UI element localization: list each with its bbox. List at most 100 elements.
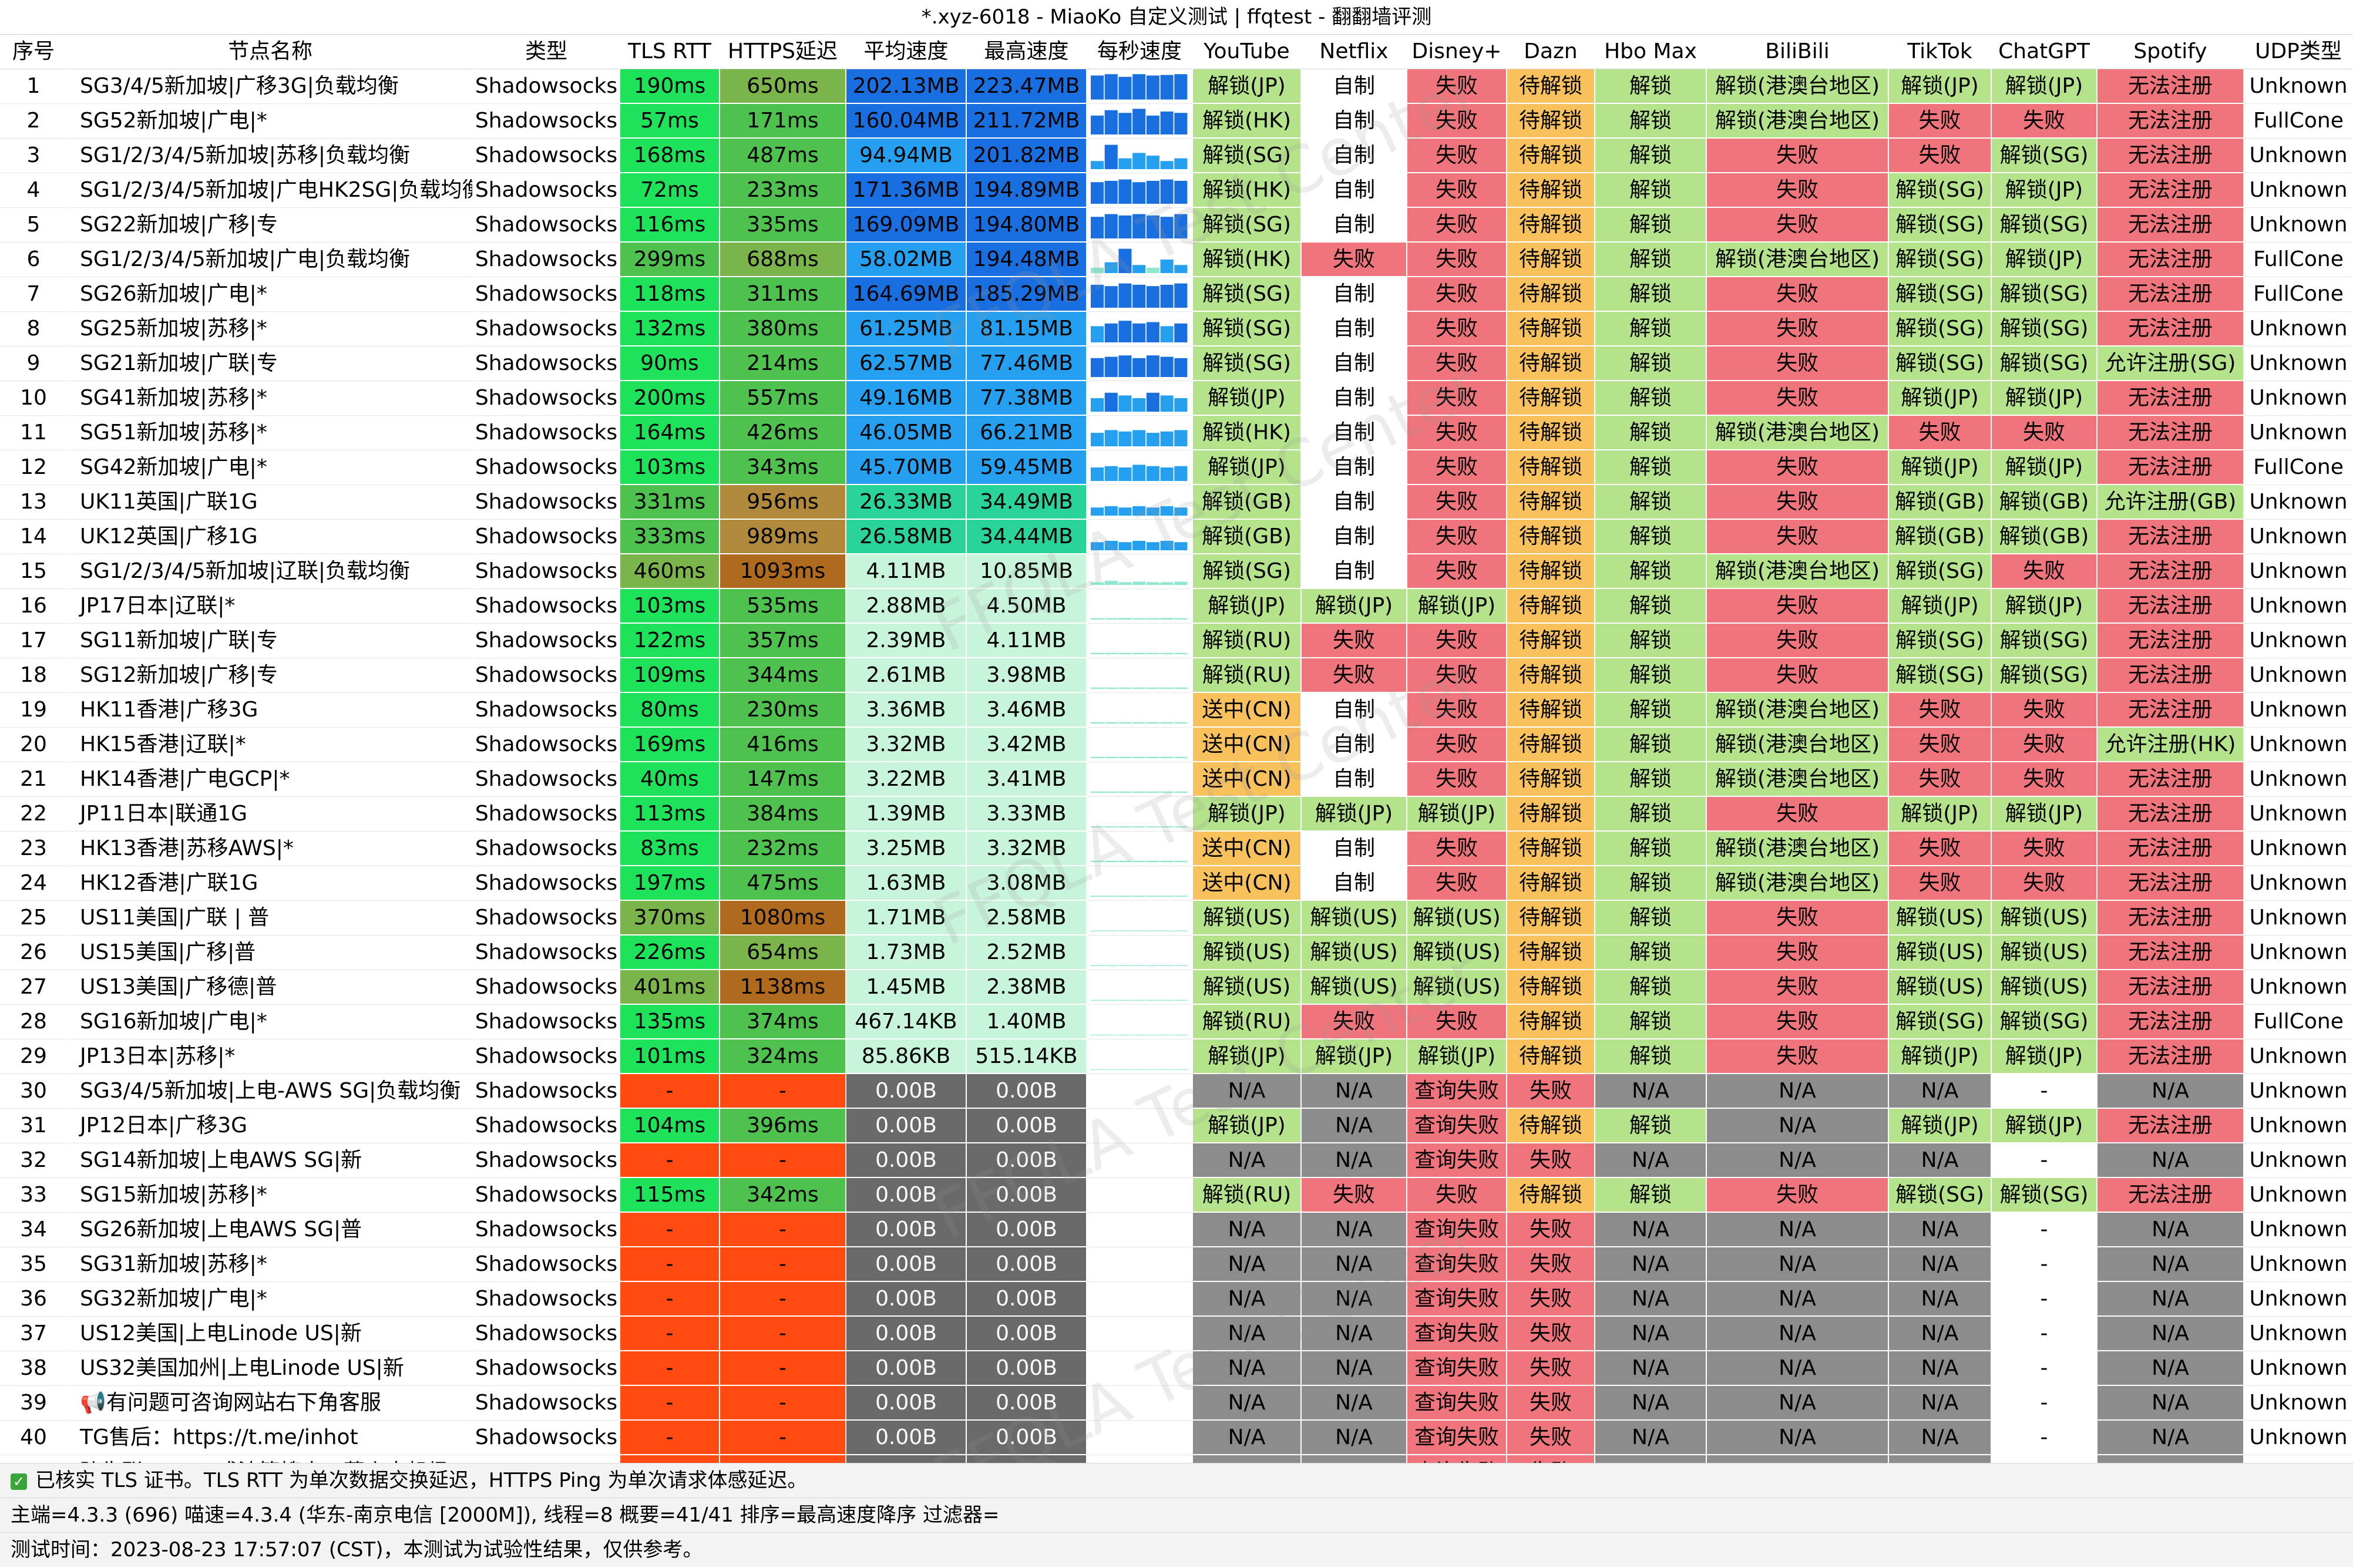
table-row[interactable]: 14 UK12英国|广移1G Shadowsocks 333ms 989ms 26.58M…: [0, 519, 2353, 554]
table-row[interactable]: 10 SG41新加坡|苏移|* Shadowsocks 200ms 557ms 49.16…: [0, 381, 2353, 416]
table-row[interactable]: 40 TG售后：https://t.me/inhot Shadowsocks - -0.…: [0, 1420, 2353, 1455]
column-header[interactable]: HTTPS延迟: [720, 35, 846, 69]
sparkline-bar: [1160, 506, 1174, 516]
table-row[interactable]: 39 📢有问题可咨询网站右下角客服 Shadowsocks - -0.00B 0.00B N…: [0, 1385, 2353, 1421]
cell-disney: 查询失败: [1407, 1247, 1507, 1282]
cell-tls: -: [620, 1385, 720, 1421]
cell-max: 0.00B: [966, 1281, 1087, 1317]
column-header[interactable]: TikTok: [1888, 35, 1992, 69]
cell-chatgpt: 失败: [1991, 727, 2097, 762]
table-row[interactable]: 28 SG16新加坡|广电|* Shadowsocks 135ms 374ms 467.1…: [0, 1004, 2353, 1039]
table-row[interactable]: 5 SG22新加坡|广移|专 Shadowsocks 116ms 335ms 169.09…: [0, 207, 2353, 243]
cell-youtube: 解锁(JP): [1192, 588, 1302, 624]
speed-sparkline: [1087, 1108, 1193, 1143]
cell-name: SG52新加坡|广电|*: [68, 103, 473, 139]
table-row[interactable]: 32 SG14新加坡|上电AWS SG|新 Shadowsocks - -0.00B 0.…: [0, 1143, 2353, 1178]
table-row[interactable]: 25 US11美国|广联 | 普 Shadowsocks 370ms 1080ms 1.7…: [0, 900, 2353, 936]
table-row[interactable]: 21 HK14香港|广电GCP|* Shadowsocks 40ms 147ms 3.22…: [0, 762, 2353, 797]
cell-udp: Unknown: [2244, 1143, 2353, 1178]
cell-name: HK12香港|广联1G: [68, 866, 473, 901]
table-row[interactable]: 19 HK11香港|广移3G Shadowsocks 80ms 230ms 3.36MB 3…: [0, 692, 2353, 728]
table-row[interactable]: 3 SG1/2/3/4/5新加坡|苏移|负载均衡 Shadowsocks 168ms 4…: [0, 138, 2353, 173]
column-header[interactable]: Spotify: [2097, 35, 2244, 69]
cell-tiktok: 失败: [1888, 762, 1992, 797]
cell-max: 3.98MB: [966, 658, 1087, 693]
sparkline-bar: [1174, 398, 1188, 412]
table-row[interactable]: 34 SG26新加坡|上电AWS SG|普 Shadowsocks - -0.00B 0.…: [0, 1212, 2353, 1247]
sparkline-bar: [1160, 395, 1174, 412]
cell-dazn: 失败: [1507, 1316, 1595, 1351]
cell-udp: FullCone: [2244, 242, 2353, 277]
cell-dazn: 待解锁: [1507, 970, 1595, 1005]
cell-tls: -: [620, 1143, 720, 1178]
column-header[interactable]: UDP类型: [2244, 35, 2353, 69]
table-row[interactable]: 33 SG15新加坡|苏移|* Shadowsocks 115ms 342ms 0.00B…: [0, 1177, 2353, 1213]
table-row[interactable]: 6 SG1/2/3/4/5新加坡|广电|负载均衡 Shadowsocks 299ms 6…: [0, 242, 2353, 277]
column-header[interactable]: TLS RTT: [620, 35, 720, 69]
table-row[interactable]: 18 SG12新加坡|广移|专 Shadowsocks 109ms 344ms 2.61M…: [0, 658, 2353, 693]
column-header[interactable]: 平均速度: [846, 35, 967, 69]
table-row[interactable]: 17 SG11新加坡|广联|专 Shadowsocks 122ms 357ms 2.39M…: [0, 623, 2353, 658]
table-row[interactable]: 1 SG3/4/5新加坡|广移3G|负载均衡 Shadowsocks 190ms 650…: [0, 69, 2353, 104]
table-row[interactable]: 20 HK15香港|辽联|* Shadowsocks 169ms 416ms 3.32MB…: [0, 727, 2353, 762]
table-row[interactable]: 35 SG31新加坡|苏移|* Shadowsocks - -0.00B 0.00B N/A…: [0, 1247, 2353, 1282]
table-row[interactable]: 27 US13美国|广移德|普 Shadowsocks 401ms 1138ms 1.45…: [0, 970, 2353, 1005]
cell-tls: 116ms: [620, 207, 720, 243]
cell-max: 66.21MB: [966, 415, 1087, 450]
cell-type: Shadowsocks: [473, 311, 620, 346]
table-row[interactable]: 38 US32美国加州|上电Linode US|新 Shadowsocks - -0.0…: [0, 1351, 2353, 1386]
cell-max: 223.47MB: [966, 69, 1087, 104]
table-row[interactable]: 24 HK12香港|广联1G Shadowsocks 197ms 475ms 1.63MB…: [0, 866, 2353, 901]
cell-udp: FullCone: [2244, 103, 2353, 139]
table-row[interactable]: 11 SG51新加坡|苏移|* Shadowsocks 164ms 426ms 46.05…: [0, 415, 2353, 450]
cell-spotify: 允许注册(SG): [2097, 346, 2244, 381]
cell-netflix: 自制: [1301, 138, 1407, 173]
speed-sparkline: [1087, 242, 1193, 277]
table-row[interactable]: 4 SG1/2/3/4/5新加坡|广电HK2SG|负载均衡 Shadowsocks 7…: [0, 173, 2353, 208]
table-row[interactable]: 26 US15美国|广移|普 Shadowsocks 226ms 654ms 1.73MB…: [0, 935, 2353, 970]
column-header[interactable]: 类型: [473, 35, 620, 69]
table-row[interactable]: 22 JP11日本|联通1G Shadowsocks 113ms 384ms 1.39MB…: [0, 796, 2353, 832]
table-row[interactable]: 12 SG42新加坡|广电|* Shadowsocks 103ms 343ms 45.70…: [0, 450, 2353, 485]
table-row[interactable]: 9 SG21新加坡|广联|专 Shadowsocks 90ms 214ms 62.57MB…: [0, 346, 2353, 381]
table-row[interactable]: 8 SG25新加坡|苏移|* Shadowsocks 132ms 380ms 61.25M…: [0, 311, 2353, 346]
cell-tiktok: 解锁(SG): [1888, 242, 1992, 277]
sparkline-bar: [1174, 895, 1188, 897]
column-header[interactable]: YouTube: [1192, 35, 1302, 69]
table-row[interactable]: 30 SG3/4/5新加坡|上电-AWS SG|负载均衡 Shadowsocks - -…: [0, 1074, 2353, 1109]
column-header[interactable]: Disney+: [1407, 35, 1507, 69]
column-header[interactable]: 每秒速度: [1087, 35, 1193, 69]
table-row[interactable]: 23 HK13香港|苏移AWS|* Shadowsocks 83ms 232ms 3.25…: [0, 831, 2353, 866]
cell-bili: 失败: [1706, 207, 1889, 243]
column-header[interactable]: 序号: [0, 35, 68, 69]
table-row[interactable]: 16 JP17日本|辽联|* Shadowsocks 103ms 535ms 2.88MB…: [0, 588, 2353, 624]
sparkline-bar: [1104, 687, 1118, 689]
cell-chatgpt: 解锁(GB): [1991, 484, 2097, 520]
table-row[interactable]: 2 SG52新加坡|广电|* Shadowsocks 57ms 171ms 160.04M…: [0, 103, 2353, 139]
table-row[interactable]: 31 JP12日本|广移3G Shadowsocks 104ms 396ms 0.00B 0…: [0, 1108, 2353, 1143]
cell-type: Shadowsocks: [473, 935, 620, 970]
column-header[interactable]: Dazn: [1507, 35, 1595, 69]
column-header[interactable]: 节点名称: [68, 35, 473, 69]
column-header[interactable]: 最高速度: [966, 35, 1087, 69]
column-header[interactable]: ChatGPT: [1991, 35, 2097, 69]
cell-idx: 40: [0, 1420, 68, 1455]
cell-tiktok: 解锁(JP): [1888, 1039, 1992, 1074]
column-header[interactable]: Hbo Max: [1595, 35, 1707, 69]
table-row[interactable]: 36 SG32新加坡|广电|* Shadowsocks - -0.00B 0.00B N/A…: [0, 1281, 2353, 1317]
table-row[interactable]: 37 US12美国|上电Linode US|新 Shadowsocks - -0.00B…: [0, 1316, 2353, 1351]
sparkline-bar: [1146, 115, 1159, 134]
cell-type: Shadowsocks: [473, 588, 620, 624]
table-row[interactable]: 29 JP13日本|苏移|* Shadowsocks 101ms 324ms 85.86K…: [0, 1039, 2353, 1074]
cell-idx: 36: [0, 1281, 68, 1317]
cell-name: US11美国|广联 | 普: [68, 900, 473, 936]
column-header[interactable]: Netflix: [1301, 35, 1407, 69]
table-row[interactable]: 15 SG1/2/3/4/5新加坡|辽联|负载均衡 Shadowsocks 460ms…: [0, 554, 2353, 589]
cell-youtube: 解锁(HK): [1192, 103, 1302, 139]
column-header[interactable]: BiliBili: [1706, 35, 1889, 69]
cell-dazn: 待解锁: [1507, 346, 1595, 381]
table-row[interactable]: 13 UK11英国|广联1G Shadowsocks 331ms 956ms 26.33M…: [0, 484, 2353, 520]
cell-netflix: 自制: [1301, 173, 1407, 208]
cell-udp: Unknown: [2244, 138, 2353, 173]
table-row[interactable]: 7 SG26新加坡|广电|* Shadowsocks 118ms 311ms 164.69…: [0, 277, 2353, 312]
